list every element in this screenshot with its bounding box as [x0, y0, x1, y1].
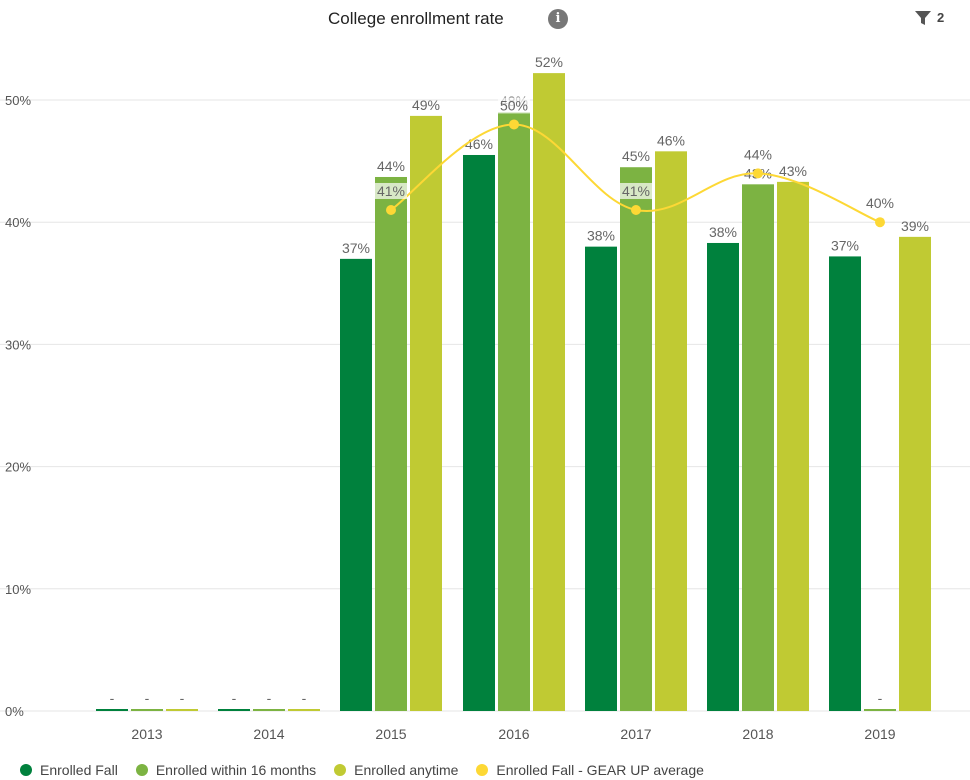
line-data-label: 44%	[744, 146, 772, 162]
line-label-background	[375, 182, 407, 199]
x-tick-label: 2018	[742, 726, 773, 742]
chart-title: College enrollment rate	[328, 9, 504, 28]
y-tick-label: 0%	[5, 704, 24, 719]
line-point	[509, 119, 519, 130]
chart-header: College enrollment rate i 2	[0, 0, 970, 40]
info-icon[interactable]: i	[548, 9, 568, 29]
line-point	[875, 217, 885, 228]
legend-swatch	[135, 764, 148, 776]
legend-label: Enrolled within 16 months	[155, 762, 317, 778]
x-tick-label: 2013	[131, 726, 162, 742]
legend-swatch	[20, 764, 32, 776]
data-label: 49%	[412, 97, 440, 113]
data-label: 46%	[657, 132, 685, 148]
funnel-icon	[915, 11, 931, 25]
line-label-background	[498, 97, 530, 114]
bar	[96, 709, 128, 711]
bar	[463, 154, 495, 711]
data-label: 37%	[831, 237, 859, 253]
data-label: 37%	[342, 240, 370, 256]
bar	[253, 709, 285, 711]
bar	[742, 184, 774, 711]
y-tick-label: 40%	[5, 215, 31, 230]
y-tick-label: 30%	[5, 337, 31, 352]
line-data-label: 41%	[377, 183, 405, 199]
x-tick-label: 2017	[620, 726, 651, 742]
x-tick-label: 2019	[864, 726, 895, 742]
bar	[131, 709, 163, 711]
data-label: -	[145, 690, 150, 706]
bar	[620, 167, 652, 712]
data-label: 39%	[901, 218, 929, 234]
data-label: -	[232, 690, 237, 706]
bar	[498, 112, 530, 712]
data-label: -	[302, 690, 307, 706]
bar	[707, 242, 739, 711]
bar	[899, 236, 931, 711]
legend-item-enrolled-fall[interactable]: Enrolled Fall	[20, 762, 118, 778]
bar	[288, 709, 320, 711]
line-data-label: 50%	[500, 97, 528, 113]
line-point	[386, 204, 396, 215]
line-data-label: 40%	[866, 195, 894, 211]
data-label: 46%	[465, 136, 493, 152]
bar	[655, 151, 687, 712]
line-point	[631, 204, 641, 215]
filter-count: 2	[937, 10, 945, 25]
legend-label: Enrolled anytime	[354, 762, 459, 778]
bar	[340, 258, 372, 711]
bar	[166, 709, 198, 711]
y-tick-label: 20%	[5, 460, 31, 475]
legend-item-gear-up-average[interactable]: Enrolled Fall - GEAR UP average	[476, 762, 704, 778]
line-point	[753, 168, 763, 179]
legend-label: Enrolled Fall - GEAR UP average	[496, 762, 704, 778]
bar-chart: 0% 10% 20% 30% 40% 50% 2013 2014 2015 2016 2017 201…	[0, 54, 970, 742]
bar	[375, 176, 407, 712]
data-label: 44%	[377, 158, 405, 174]
data-label: -	[878, 690, 883, 706]
line-data-label: 41%	[622, 183, 650, 199]
bar	[829, 256, 861, 711]
legend-item-enrolled-anytime[interactable]: Enrolled anytime	[334, 762, 458, 778]
x-tick-label: 2014	[253, 726, 284, 742]
legend-item-enrolled-16-months[interactable]: Enrolled within 16 months	[135, 762, 317, 778]
legend: Enrolled Fall Enrolled within 16 months …	[20, 760, 722, 780]
data-label: -	[267, 690, 272, 706]
y-tick-label: 50%	[5, 93, 31, 108]
bar	[533, 73, 565, 712]
line-label-background	[620, 182, 652, 199]
data-label: -	[180, 690, 185, 706]
x-tick-label: 2016	[498, 726, 529, 742]
data-label: 38%	[587, 228, 615, 244]
line-label-background	[742, 146, 774, 163]
legend-label: Enrolled Fall	[40, 762, 118, 778]
data-label: 38%	[709, 224, 737, 240]
line-label-background	[864, 195, 896, 212]
bar	[410, 115, 442, 712]
bar	[864, 709, 896, 711]
bar	[218, 709, 250, 711]
data-label: -	[110, 690, 115, 706]
legend-swatch	[476, 764, 489, 776]
data-label: 43%	[779, 163, 807, 179]
y-tick-label: 10%	[5, 582, 31, 597]
data-label: 52%	[535, 54, 563, 70]
bar	[585, 246, 617, 711]
data-label: 45%	[622, 148, 650, 164]
bar	[777, 181, 809, 711]
x-tick-label: 2015	[375, 726, 406, 742]
legend-swatch	[334, 764, 347, 776]
